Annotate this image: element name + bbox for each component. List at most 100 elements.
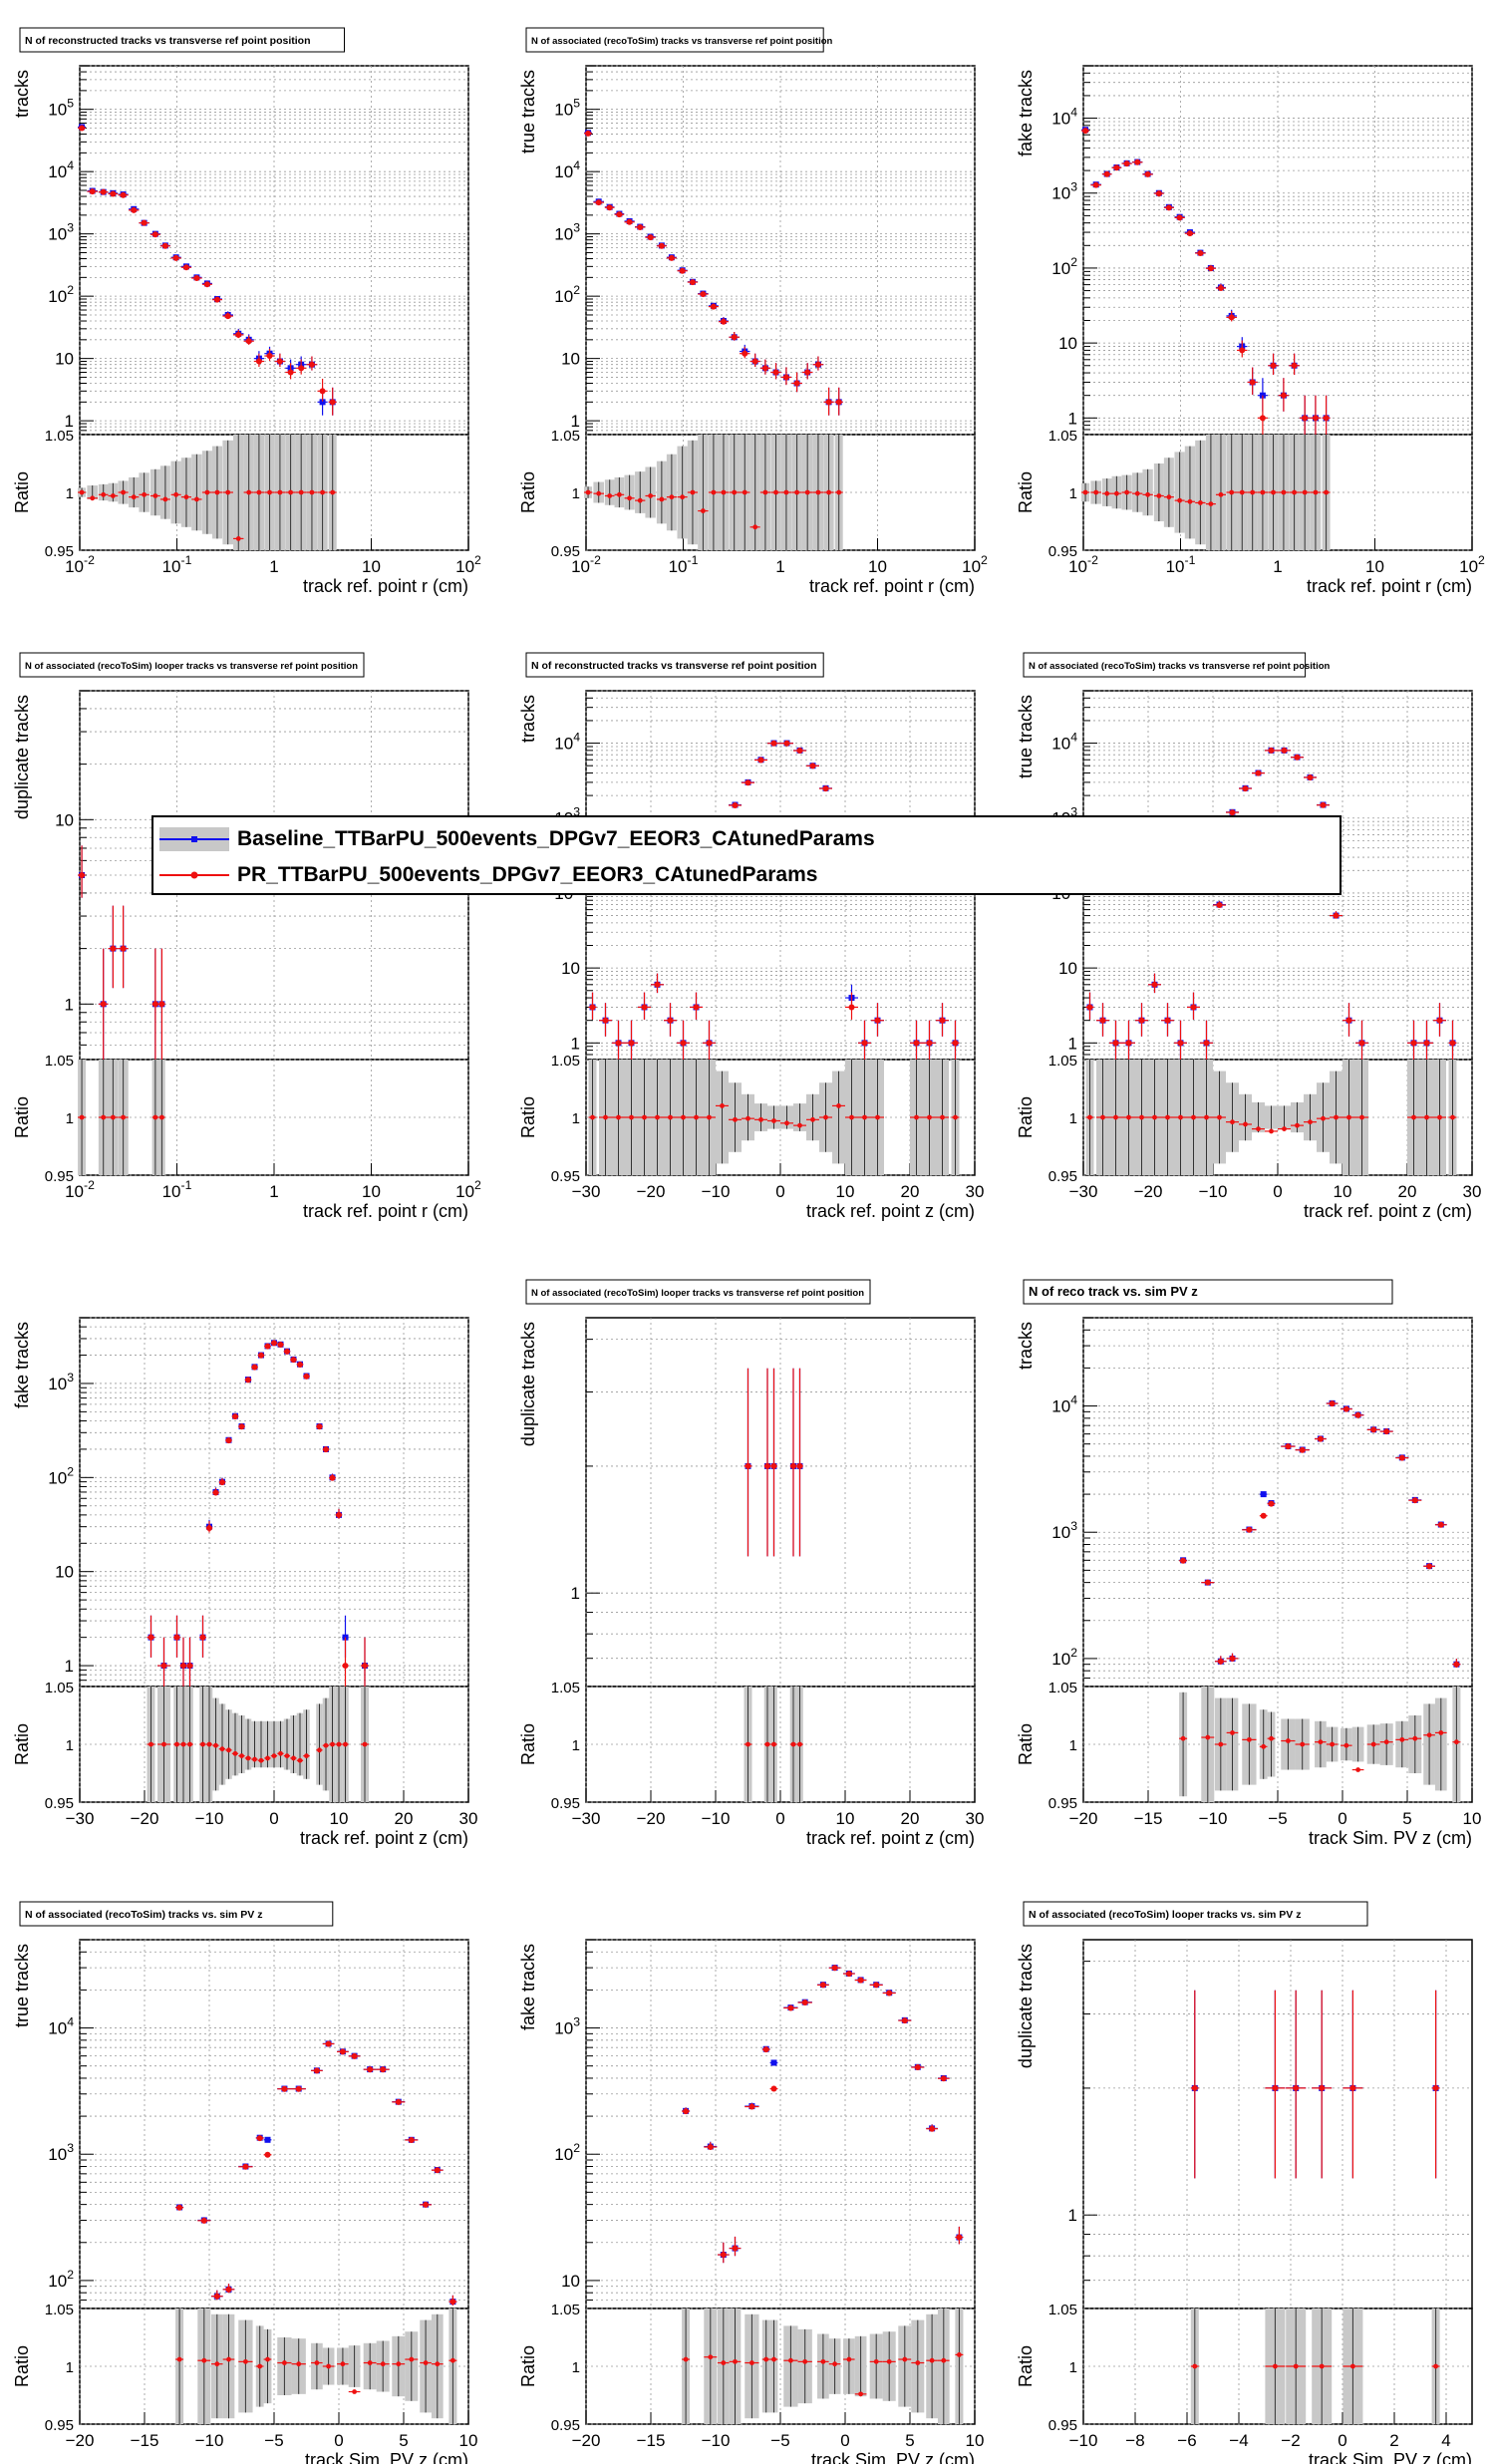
pr-point <box>141 219 148 226</box>
pr-point <box>449 2299 456 2306</box>
ratio-y-tick-label: 1.05 <box>1048 1680 1077 1696</box>
ratio-point <box>330 489 336 495</box>
ratio-point <box>214 2361 220 2367</box>
ratio-point <box>194 496 199 502</box>
pr-point <box>658 242 665 249</box>
pr-point <box>1323 415 1330 422</box>
ratio-point <box>1113 1114 1118 1120</box>
pr-point <box>796 1462 803 1469</box>
pr-point <box>1204 1579 1211 1586</box>
pr-point <box>748 2103 755 2110</box>
x-tick-label: −10 <box>1199 1182 1228 1201</box>
ratio-point <box>1230 1119 1235 1125</box>
ratio-point <box>1113 490 1119 496</box>
ratio-point <box>101 491 107 497</box>
ratio-point <box>711 489 717 495</box>
ratio-point <box>187 1741 192 1747</box>
ratio-point <box>810 1116 815 1122</box>
x-axis-label: track ref. point z (cm) <box>300 1828 468 1848</box>
ratio-point <box>317 1747 322 1753</box>
ratio-axis-label: Ratio <box>518 2345 538 2387</box>
pr-point <box>782 374 789 381</box>
y-tick-label: 103 <box>1051 1519 1077 1542</box>
ratio-point <box>1208 501 1214 506</box>
pr-point <box>1228 314 1235 321</box>
x-tick-label: −10 <box>702 1182 731 1201</box>
ratio-point <box>435 2361 441 2367</box>
pr-point <box>707 2144 714 2151</box>
legend-label-baseline: Baseline_TTBarPU_500events_DPGv7_EEOR3_C… <box>237 827 875 850</box>
ratio-point <box>701 508 706 513</box>
pr-point <box>886 1990 893 1997</box>
x-tick-label: 102 <box>1459 553 1485 576</box>
pr-point <box>1426 1563 1433 1570</box>
ratio-point <box>367 2360 373 2365</box>
ratio-point <box>1334 1114 1339 1120</box>
ratio-point <box>296 2361 302 2367</box>
ratio-point <box>832 2361 837 2367</box>
ratio-y-tick-label: 0.95 <box>45 2417 74 2434</box>
ratio-point <box>659 496 665 502</box>
pr-point <box>1155 190 1162 197</box>
ratio-point <box>1247 1736 1252 1742</box>
pr-point <box>180 1663 186 1670</box>
ratio-point <box>243 2358 248 2364</box>
pr-point <box>351 2052 358 2059</box>
pr-point <box>213 296 220 303</box>
ratio-point <box>771 2356 776 2362</box>
ratio-point <box>953 1114 958 1120</box>
pr-point <box>158 1001 165 1008</box>
ratio-point <box>323 1742 329 1748</box>
ratio-point <box>668 1114 673 1120</box>
ratio-axis-label: Ratio <box>1016 2345 1036 2387</box>
plot-title-box <box>19 27 345 53</box>
x-axis-label: track ref. point z (cm) <box>1304 1201 1472 1221</box>
ratio-point <box>1100 1114 1105 1120</box>
x-tick-label: 0 <box>1338 1809 1346 1828</box>
pr-point <box>290 1357 297 1364</box>
x-tick-label: 10-2 <box>65 1178 95 1201</box>
pr-point <box>1320 801 1327 808</box>
ratio-point <box>616 1114 621 1120</box>
ratio-point <box>226 1747 231 1753</box>
baseline-point <box>1260 1491 1267 1498</box>
pr-point <box>89 188 96 195</box>
pr-point <box>770 1462 777 1469</box>
ratio-y-tick-label: 1.05 <box>45 2302 74 2318</box>
pr-point <box>616 211 623 218</box>
pr-point <box>589 1004 596 1011</box>
ratio-point <box>1192 2363 1198 2369</box>
pr-point <box>819 1982 826 1989</box>
ratio-point <box>773 489 778 495</box>
y-tick-label: 1 <box>65 412 74 431</box>
ratio-y-tick-label: 1 <box>66 2359 74 2376</box>
ratio-point <box>380 2361 386 2367</box>
plot-3: 10-2 10-1 1 10 1020.9511.05110102103104fake … <box>1016 65 1485 596</box>
pr-point <box>1349 2084 1356 2091</box>
pr-point <box>395 2098 402 2105</box>
pr-point <box>1317 1435 1324 1442</box>
pr-point <box>100 1001 107 1008</box>
ratio-y-tick-label: 1.05 <box>45 1053 74 1070</box>
pr-point <box>131 206 138 213</box>
x-tick-label: 0 <box>775 1182 784 1201</box>
x-tick-label: 10 <box>836 1182 855 1201</box>
ratio-point <box>1269 1128 1274 1134</box>
ratio-point <box>200 1741 205 1747</box>
y-tick-label: 104 <box>1051 731 1077 754</box>
x-tick-label: 10 <box>1334 1182 1352 1201</box>
ratio-point <box>1093 489 1099 495</box>
ratio-point <box>291 1755 296 1761</box>
pr-point <box>873 1982 880 1989</box>
pr-point <box>120 191 127 198</box>
ratio-point <box>746 1115 750 1121</box>
x-tick-label: 102 <box>455 1178 481 1201</box>
x-tick-label: −20 <box>131 1809 159 1828</box>
plot-2: N of associated (recoToSim) tracks vs tr… <box>518 27 988 596</box>
ratio-point <box>1145 491 1151 497</box>
pr-point <box>1268 1500 1275 1507</box>
pr-point <box>1432 2084 1439 2091</box>
ratio-point <box>152 1114 158 1120</box>
pr-point <box>1180 1557 1187 1564</box>
ratio-point <box>1359 1114 1364 1120</box>
